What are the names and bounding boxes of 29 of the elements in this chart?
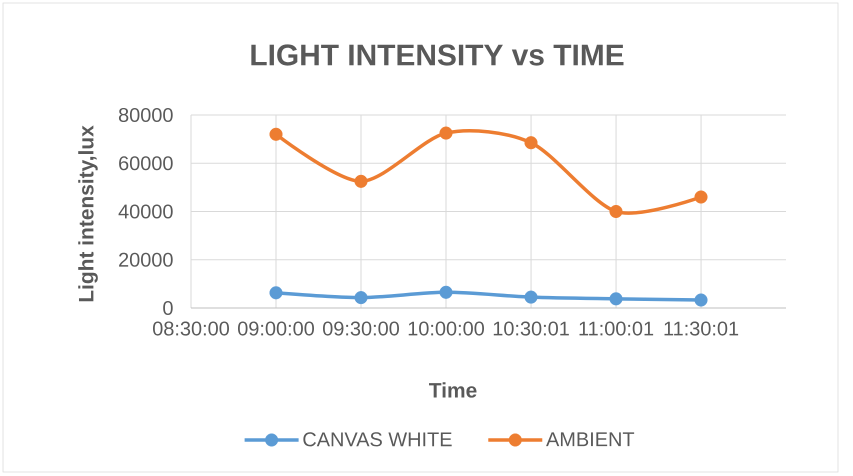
x-tick-label: 09:00:00 (238, 322, 314, 336)
y-tick-label: 20000 (119, 252, 173, 267)
legend-label: AMBIENT (546, 432, 634, 446)
y-tick-label: 80000 (118, 108, 173, 122)
point (524, 290, 538, 304)
chart-title: LIGHT INTENSITY vs TIME (251, 44, 624, 66)
point (694, 293, 708, 307)
x-axis-title: Time (429, 382, 477, 398)
point (439, 126, 453, 140)
point (439, 286, 453, 299)
x-tick-label: 08:30:00 (153, 322, 229, 336)
x-tick-label: 10:00:00 (408, 322, 484, 336)
x-tick-label: 11:30:01 (664, 322, 738, 336)
x-tick-label: 09:30:00 (323, 322, 399, 336)
x-tick-label: 11:00:01 (580, 322, 654, 336)
point (609, 204, 623, 218)
point (694, 190, 708, 204)
legend-label: CANVAS WHITE (303, 432, 452, 446)
point (269, 128, 283, 141)
y-axis-title: Light intensity,lux (78, 125, 98, 302)
y-tick-label: 40000 (118, 204, 173, 219)
x-tick-label: 10:30:01 (494, 322, 569, 336)
y-tick-label: 60000 (119, 156, 173, 170)
point (609, 292, 623, 306)
point (354, 291, 368, 304)
y-tick-label: 0 (163, 300, 173, 316)
point (269, 286, 283, 300)
point (524, 136, 538, 150)
point (354, 174, 368, 188)
